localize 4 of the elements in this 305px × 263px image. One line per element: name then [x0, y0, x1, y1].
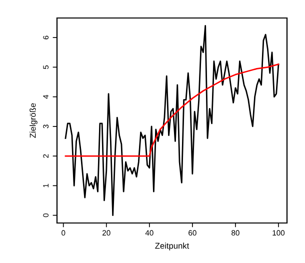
line-series [64, 25, 280, 216]
y-axis-title: Zielgröße [30, 103, 38, 138]
line-series [64, 64, 280, 157]
x-axis-title: Zeitpunkt [155, 242, 190, 250]
